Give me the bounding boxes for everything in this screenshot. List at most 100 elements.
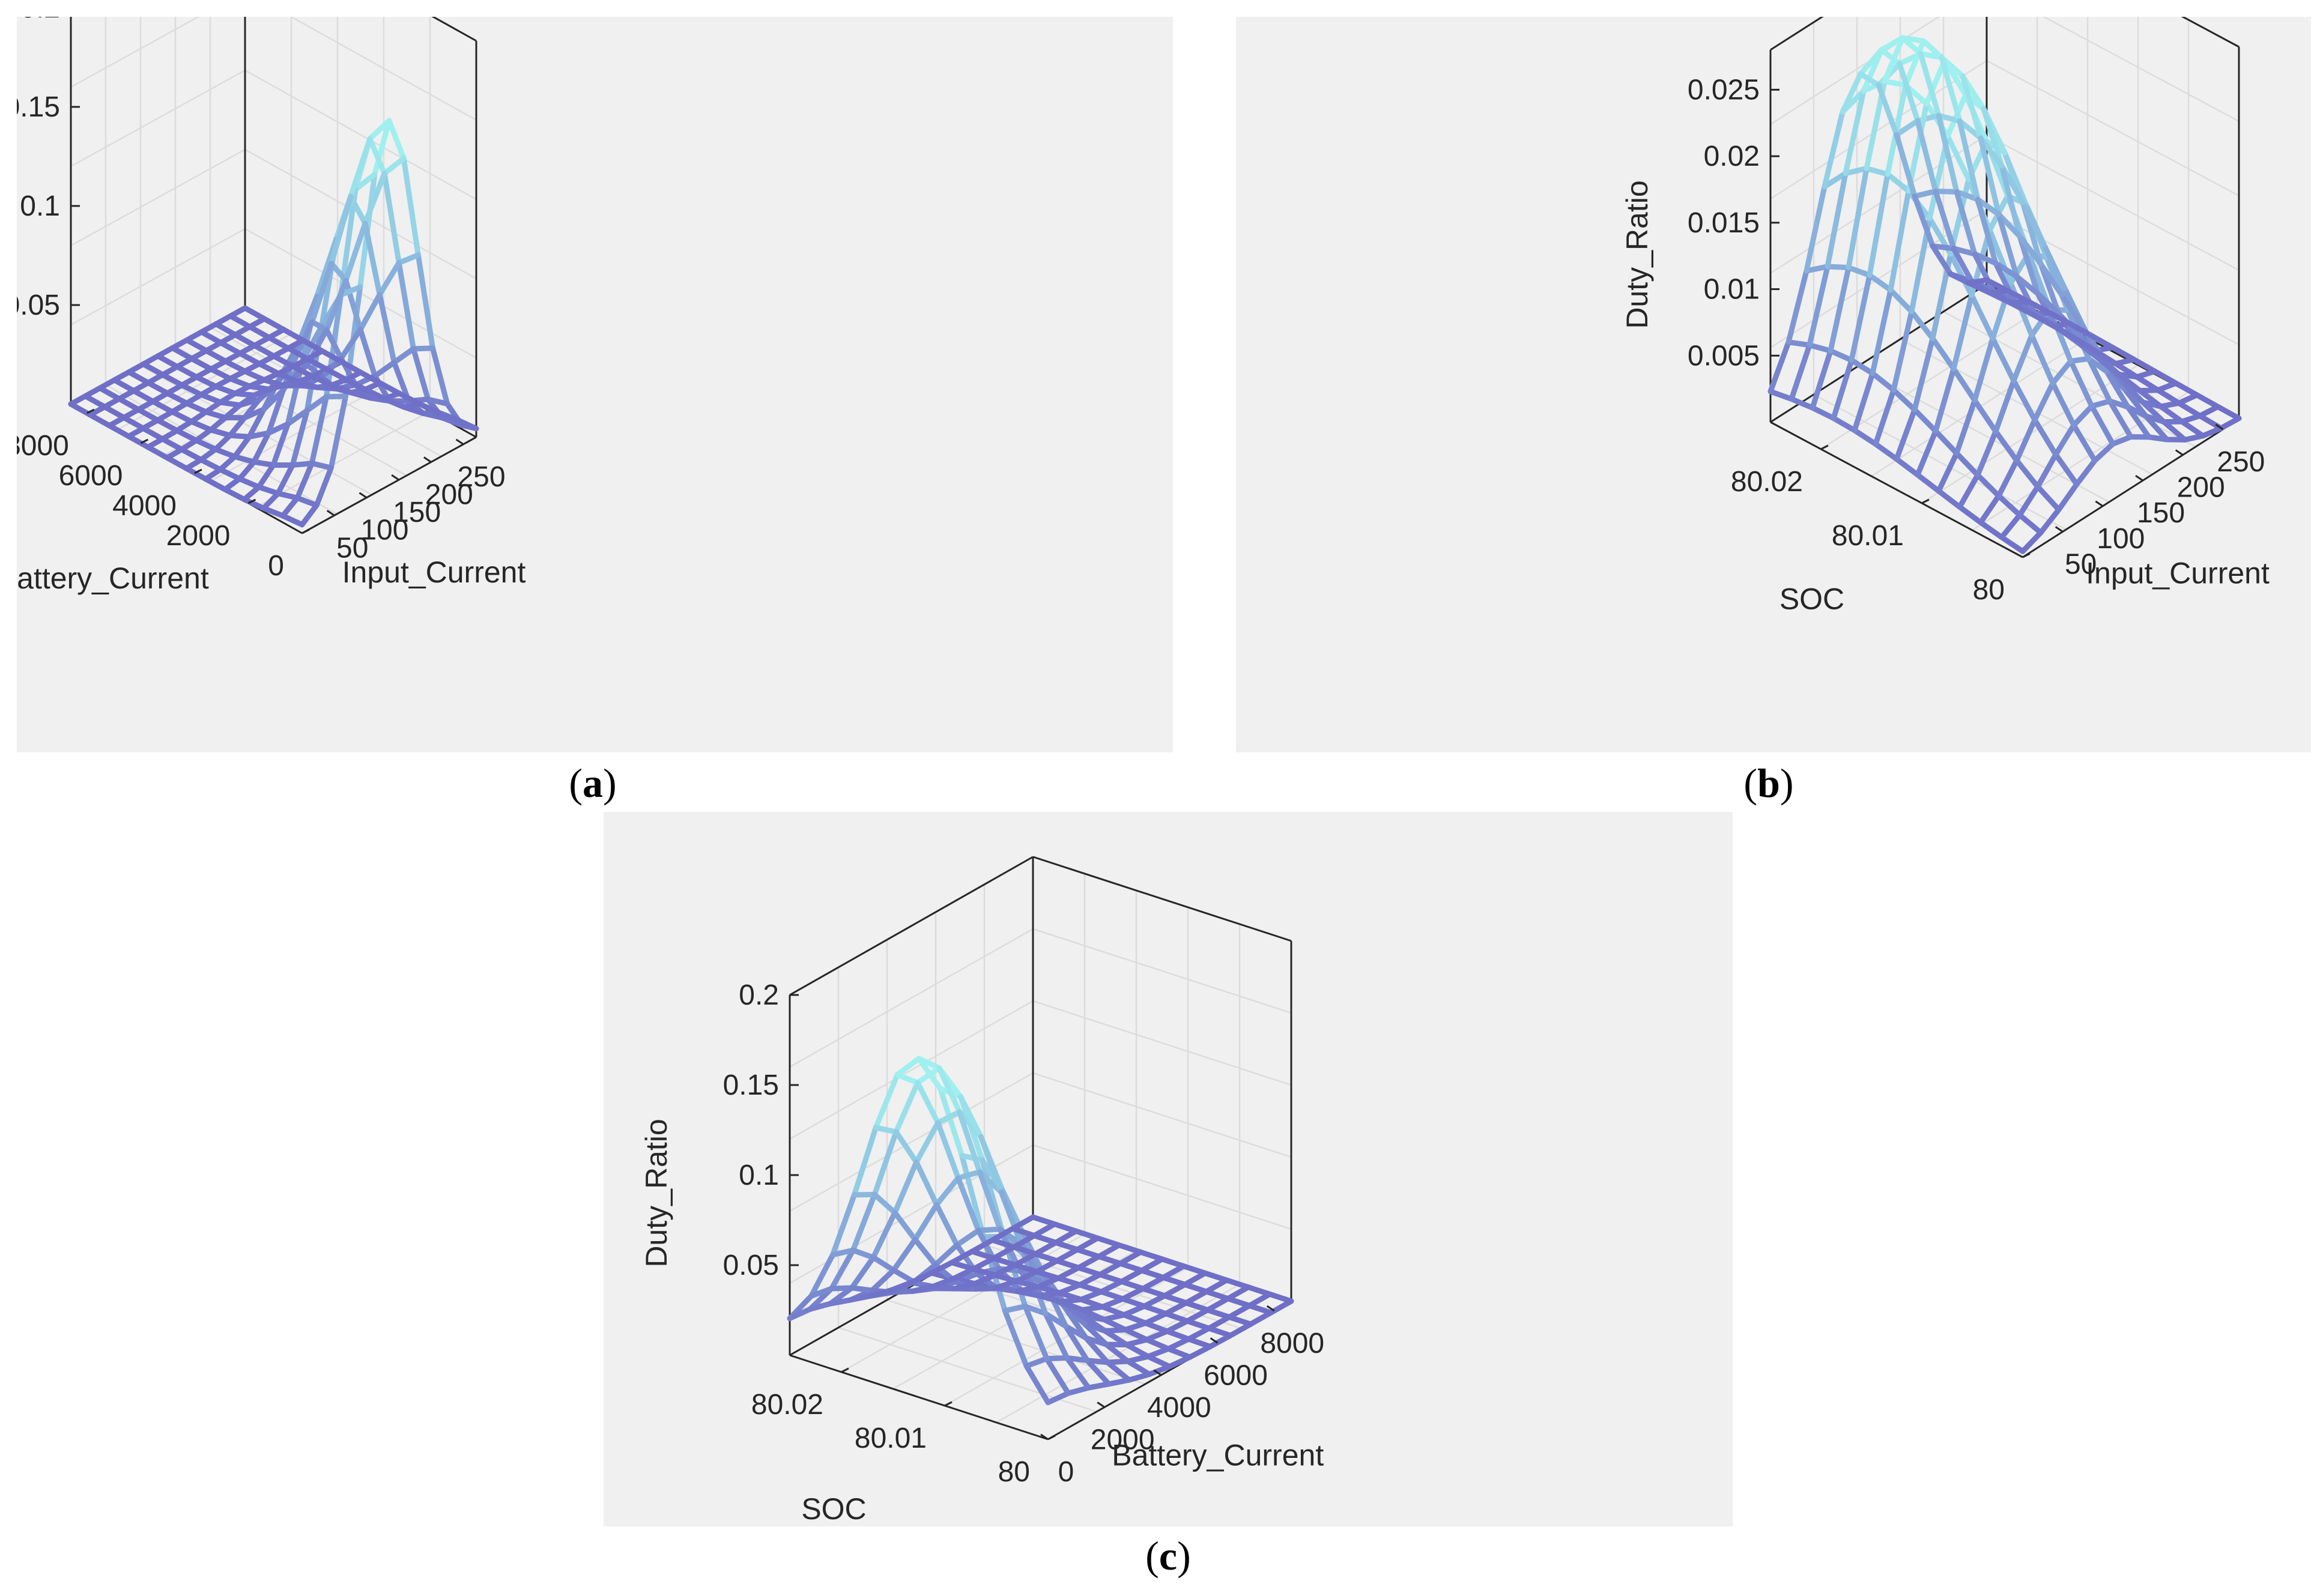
mesh-segment xyxy=(304,394,329,414)
mesh-segment xyxy=(358,369,383,386)
mesh-segment xyxy=(2071,403,2095,428)
axis-frame xyxy=(301,436,477,534)
mesh-segment xyxy=(193,374,219,390)
mesh-segment xyxy=(227,415,247,438)
x-tickmark xyxy=(1266,1305,1275,1312)
mesh-segment xyxy=(873,1072,900,1131)
mesh-segment xyxy=(1119,1268,1145,1284)
mesh-segment xyxy=(213,376,233,390)
mesh-segment xyxy=(1984,277,2011,294)
mesh-segment xyxy=(184,465,209,482)
mesh-segment xyxy=(2137,388,2164,410)
mesh-segment xyxy=(1822,109,1846,190)
x-tickmark xyxy=(1097,1401,1106,1408)
mesh-segment xyxy=(1807,342,1834,354)
mesh-segment xyxy=(935,1120,961,1181)
mesh-segment xyxy=(2176,400,2203,419)
mesh-segment xyxy=(430,345,450,407)
y-tickmark xyxy=(1820,444,1829,450)
mesh-segment xyxy=(912,1236,938,1268)
grid-line xyxy=(244,69,477,201)
mesh-segment xyxy=(2143,413,2170,443)
mesh-segment xyxy=(1873,441,1900,462)
x-tickmark xyxy=(2215,423,2224,431)
mesh-segment xyxy=(1996,493,2023,518)
mesh-segment xyxy=(1226,1314,1253,1327)
mesh-segment xyxy=(247,324,272,340)
mesh-segment xyxy=(893,1080,921,1135)
mesh-segment xyxy=(217,467,243,482)
mesh-segment xyxy=(241,497,267,511)
mesh-segment xyxy=(82,393,108,410)
mesh-segment xyxy=(1022,1304,1049,1317)
mesh-segment xyxy=(353,171,378,193)
mesh-segment xyxy=(1807,264,1831,348)
mesh-segment xyxy=(174,355,195,370)
mesh-segment xyxy=(2092,348,2119,367)
mesh-segment xyxy=(1930,243,1954,277)
mesh-segment xyxy=(160,364,180,378)
mesh-segment xyxy=(1957,472,1981,510)
mesh-segment xyxy=(1858,71,1882,88)
mesh-segment xyxy=(1140,1275,1166,1292)
mesh-segment xyxy=(155,345,175,359)
mesh-segment xyxy=(1999,163,2023,240)
mesh-segment xyxy=(1951,366,1978,404)
mesh-segment xyxy=(1058,1299,1085,1313)
mesh-segment xyxy=(1831,416,1858,434)
mesh-segment xyxy=(1044,1355,1070,1362)
y-tick-label: 80.01 xyxy=(1832,520,1904,552)
mesh-segment xyxy=(1810,405,1837,422)
mesh-segment xyxy=(184,401,209,415)
mesh-segment xyxy=(935,1109,962,1126)
mesh-segment xyxy=(1052,1221,1079,1234)
mesh-segment xyxy=(2038,507,2062,536)
mesh-segment xyxy=(1162,1293,1189,1306)
mesh-segment xyxy=(1077,1282,1104,1295)
mesh-segment xyxy=(87,412,112,429)
mesh-segment xyxy=(179,447,204,463)
mesh-segment xyxy=(155,417,180,434)
mesh-segment xyxy=(1012,1251,1038,1268)
mesh-segment xyxy=(280,513,305,528)
mesh-segment xyxy=(1143,1320,1170,1334)
mesh-segment xyxy=(309,261,335,325)
mesh-segment xyxy=(1969,292,1996,342)
mesh-segment xyxy=(869,1267,897,1293)
mesh-segment xyxy=(950,1266,977,1282)
y-tickmark xyxy=(140,438,149,444)
mesh-segment xyxy=(2014,458,2041,490)
y-tickmark xyxy=(301,528,310,534)
mesh-segment xyxy=(1861,47,1885,94)
mesh-segment xyxy=(1011,1244,1038,1257)
mesh-segment xyxy=(1095,1235,1122,1248)
mesh-segment xyxy=(2008,300,2035,317)
mesh-segment xyxy=(2194,392,2221,410)
mesh-segment xyxy=(2104,369,2131,410)
mesh-segment xyxy=(237,392,257,408)
panel-c: 0.05 0.1 0.15 0.2 0 2000 4000 6000 8000 80 80.01 80… xyxy=(604,812,1733,1526)
mesh-segment xyxy=(1205,1296,1231,1313)
mesh-segment xyxy=(348,390,373,401)
mesh-segment xyxy=(1915,472,1942,494)
mesh-segment xyxy=(1073,1228,1100,1241)
mesh-segment xyxy=(1139,1268,1166,1281)
grid-line xyxy=(209,384,384,483)
mesh-segment xyxy=(909,1270,934,1286)
y-tick-label: 8000 xyxy=(17,430,69,462)
mesh-segment xyxy=(1870,370,1897,393)
mesh-segment xyxy=(401,156,421,258)
mesh-segment xyxy=(290,363,315,379)
mesh-segment xyxy=(87,404,108,418)
mesh-segment xyxy=(972,1272,998,1287)
mesh-segment xyxy=(131,388,156,405)
mesh-segment xyxy=(1186,1325,1212,1342)
mesh-segment xyxy=(294,461,315,501)
grid-line xyxy=(70,69,246,168)
mesh-segment xyxy=(2122,386,2149,419)
mesh-segment xyxy=(2020,530,2044,554)
mesh-segment xyxy=(1054,1247,1080,1264)
